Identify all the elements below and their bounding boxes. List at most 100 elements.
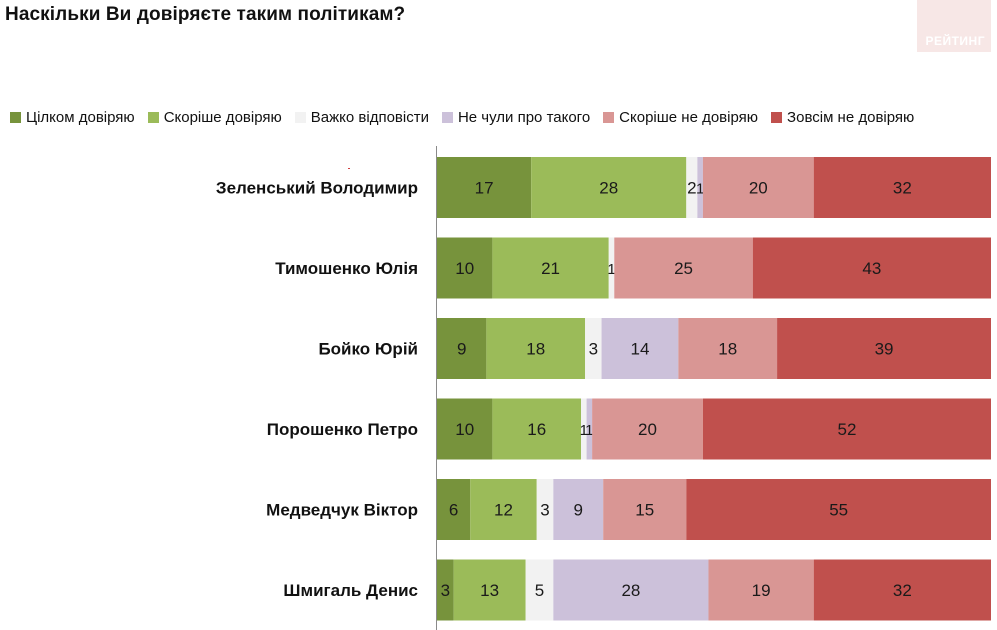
- data-label: 17: [475, 179, 494, 198]
- legend-item: Не чули про такого: [441, 108, 591, 126]
- data-label: 18: [526, 340, 545, 359]
- bar-segment: [581, 398, 587, 460]
- bar-segment: [492, 398, 582, 460]
- data-label: 3: [441, 581, 450, 600]
- bar-segment: [492, 237, 609, 299]
- bar-segment: [437, 157, 532, 218]
- bar-segment: [553, 559, 709, 621]
- data-label: 55: [829, 501, 848, 520]
- data-label: 10: [455, 259, 474, 278]
- bar-segment: [437, 237, 493, 299]
- bar-segment: [608, 237, 615, 299]
- data-label: 12: [494, 501, 513, 520]
- bar-segment: [536, 479, 554, 540]
- legend-swatch: [10, 111, 21, 123]
- bar-segment: [708, 559, 814, 621]
- legend-swatch: [603, 111, 615, 123]
- legend-label: Важко відповісти: [310, 108, 429, 126]
- legend-item: Скоріше довіряю: [147, 108, 282, 126]
- data-label: 16: [527, 420, 546, 439]
- bar-segment: [453, 559, 526, 621]
- bar-segment: [486, 318, 586, 379]
- bar-segment: [437, 398, 493, 460]
- legend-label: Зовсім не довіряю: [787, 108, 915, 126]
- data-label: 15: [635, 501, 654, 520]
- data-label: 5: [535, 581, 544, 600]
- data-label: 6: [449, 501, 458, 520]
- data-label: 21: [541, 259, 560, 278]
- data-label: 1: [607, 261, 615, 278]
- data-label: 52: [837, 420, 856, 439]
- bar-segment: [702, 398, 991, 460]
- bar-segment: [686, 479, 991, 540]
- data-label: 10: [455, 420, 474, 439]
- bar-segment: [813, 157, 991, 218]
- bar-segment: [553, 479, 604, 540]
- legend-swatch: [441, 111, 453, 123]
- bar-segment: [585, 318, 602, 379]
- bar-segment: [603, 479, 687, 540]
- bar-segment: [525, 559, 554, 621]
- data-label: 9: [457, 340, 466, 359]
- data-label: 28: [599, 179, 618, 198]
- data-label: 32: [893, 581, 912, 600]
- stray-mark: [348, 168, 350, 169]
- legend-label: Скоріше не довіряю: [619, 108, 759, 126]
- brand-logo-text: РЕЙТИНГ: [925, 34, 985, 48]
- bar-segment: [686, 157, 698, 218]
- data-label: 13: [480, 581, 499, 600]
- legend-label: Скоріше довіряю: [163, 108, 282, 126]
- data-label: 28: [621, 581, 640, 600]
- legend-swatch: [771, 111, 783, 123]
- legend-label: Не чули про такого: [457, 108, 591, 126]
- bar-segment: [531, 157, 687, 218]
- data-label: 1: [696, 181, 704, 198]
- data-label: 3: [589, 340, 598, 359]
- data-label: 20: [749, 179, 768, 198]
- bar-segment: [697, 157, 703, 218]
- bar-segment: [437, 559, 454, 621]
- legend-label: Цілком довіряю: [26, 108, 135, 126]
- category-label: Медведчук Віктор: [266, 501, 418, 520]
- legend-swatch: [294, 111, 306, 123]
- legend-item: Важко відповісти: [294, 108, 429, 126]
- bar-segment: [601, 318, 679, 379]
- bar-segment: [614, 237, 753, 299]
- data-label: 1: [585, 422, 593, 439]
- category-label: Зеленський Володимир: [216, 179, 418, 198]
- chart-title: Наскільки Ви довіряєте таким політикам?: [5, 4, 406, 25]
- legend-swatch: [147, 111, 159, 123]
- data-label: 19: [752, 581, 771, 600]
- data-label: 43: [862, 259, 881, 278]
- data-label: 1: [580, 422, 588, 439]
- bar-segment: [813, 559, 991, 621]
- data-label: 39: [875, 340, 894, 359]
- category-label: Порошенко Петро: [267, 420, 418, 439]
- data-label: 20: [638, 420, 657, 439]
- bar-segment: [702, 157, 814, 218]
- bar-segment: [586, 398, 593, 460]
- category-label: Бойко Юрій: [318, 340, 418, 359]
- category-axis-line: [436, 146, 437, 630]
- bar-segment: [437, 318, 487, 379]
- bar-segment: [470, 479, 537, 540]
- legend-item: Зовсім не довіряю: [771, 109, 914, 126]
- legend-item: Цілком довіряю: [10, 109, 135, 126]
- bar-segment: [777, 318, 991, 379]
- data-label: 18: [718, 340, 737, 359]
- data-label: 3: [540, 501, 549, 520]
- bar-segment: [437, 479, 471, 540]
- category-label: Шмигаль Денис: [283, 581, 418, 600]
- data-label: 9: [574, 501, 583, 520]
- brand-logo: РЕЙТИНГ: [917, 0, 991, 52]
- data-label: 2: [687, 179, 696, 198]
- bar-segment: [678, 318, 778, 379]
- data-label: 14: [630, 340, 649, 359]
- bar-segment: [592, 398, 703, 460]
- category-label: Тимошенко Юлія: [275, 259, 418, 278]
- bar-segment: [752, 237, 991, 299]
- chart-legend: Цілком довіряю Скоріше довіряю Важко відпо…: [10, 107, 927, 127]
- legend-item: Скоріше не довіряю: [603, 109, 758, 126]
- data-label: 32: [893, 179, 912, 198]
